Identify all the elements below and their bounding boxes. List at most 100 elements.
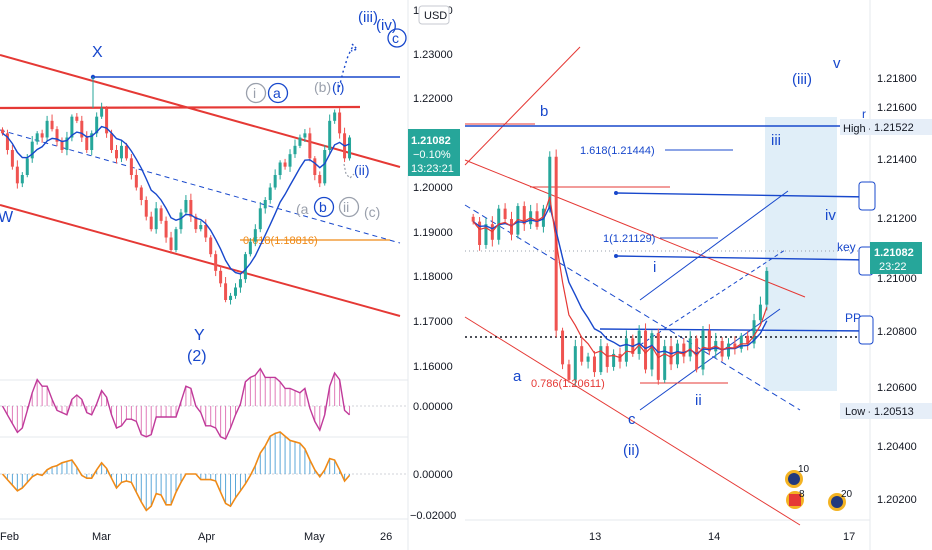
right-price-box	[870, 242, 922, 274]
right-x-axis: 13 14 17	[589, 531, 855, 543]
osc2-tick: 0.00000	[413, 469, 453, 481]
wave-a-circle	[267, 82, 289, 104]
left-ema-blue	[2, 125, 350, 275]
candle-bullish	[154, 208, 158, 230]
x-tick: 14	[708, 531, 720, 543]
candle-bullish	[752, 320, 756, 344]
candle-bearish	[189, 200, 193, 217]
r-wave-a: a	[513, 368, 522, 385]
event-flags[interactable]: 10 8 20	[785, 464, 853, 511]
us-flag-icon	[789, 494, 801, 506]
candle-bearish	[149, 216, 153, 230]
candle-bullish	[727, 343, 731, 357]
candle-bearish	[169, 237, 173, 250]
candle-bullish	[328, 120, 332, 150]
candle-bullish	[174, 229, 178, 250]
candle-bullish	[293, 145, 297, 155]
y-tick: 1.21600	[877, 102, 917, 114]
wave-i-circle	[245, 82, 267, 104]
candle-bearish	[85, 137, 89, 150]
event-flag-count: 20	[841, 489, 853, 500]
osc2-line	[1, 431, 351, 512]
x-tick: May	[304, 531, 325, 543]
blue-level-1	[615, 192, 871, 198]
wave-ii-circle	[338, 196, 360, 218]
candle-bearish	[707, 330, 711, 352]
r-wave-c: c	[628, 411, 636, 428]
candle-bullish	[348, 137, 352, 159]
candle-bearish	[746, 335, 750, 344]
candle-bearish	[194, 216, 198, 230]
candle-bearish	[219, 270, 223, 284]
candle-bearish	[224, 283, 228, 300]
event-flag-inner	[831, 496, 843, 508]
left-timer: 13:23:21	[411, 163, 454, 175]
candle-bullish	[184, 200, 188, 213]
y-tick: 1.20400	[877, 441, 917, 453]
candle-bullish	[739, 335, 743, 349]
red-diagonal-low	[464, 316, 801, 526]
candle-bearish	[318, 175, 322, 184]
candle-bullish	[95, 116, 99, 134]
wave-ii-small: ii	[343, 199, 349, 215]
candle-bullish	[100, 108, 104, 117]
candle-bearish	[338, 112, 342, 134]
candle-bullish	[586, 356, 590, 362]
wave-iv-top: (iv)	[376, 17, 397, 34]
currency-label: USD	[424, 10, 447, 22]
candle-bearish	[283, 162, 287, 167]
wave-y: Y	[194, 327, 205, 344]
wave-a-small: a	[273, 85, 281, 101]
left-price-box	[408, 129, 460, 176]
candle-bullish	[90, 133, 94, 150]
candle-bearish	[0, 129, 4, 134]
candle-bullish	[70, 116, 74, 138]
candle-bullish	[45, 120, 49, 138]
candle-bullish	[675, 343, 679, 365]
r-wave-ii: ii	[695, 392, 702, 409]
candle-bullish	[35, 133, 39, 142]
candle-bearish	[124, 145, 128, 159]
y-tick: 1.20800	[877, 326, 917, 338]
candle-bearish	[55, 129, 59, 142]
candle-bullish	[273, 175, 277, 188]
candle-bullish	[758, 304, 762, 321]
osc1-line	[1, 367, 350, 440]
candle-bullish	[229, 295, 233, 300]
x-tick: 17	[843, 531, 855, 543]
y-tick: 1.20000	[413, 182, 453, 194]
low-axis-label	[870, 403, 932, 419]
wave-i-paren: (i)	[332, 79, 344, 95]
candle-bearish	[522, 206, 526, 225]
right-timer: 23:22	[879, 261, 907, 273]
candle-bullish	[248, 241, 252, 255]
candle-bearish	[5, 133, 9, 150]
candle-bearish	[15, 166, 19, 184]
candle-bearish	[471, 216, 475, 222]
level-tag-1	[858, 181, 876, 211]
y-tick: 1.16000	[413, 361, 453, 373]
low-axis-price: 1.20513	[874, 406, 914, 418]
candle-bullish	[20, 175, 24, 184]
r-wave-iii-paren: (iii)	[792, 71, 812, 88]
candle-bearish	[164, 220, 168, 238]
blue-dashed-diagonal	[464, 204, 801, 411]
currency-badge[interactable]	[418, 5, 450, 25]
low-label-box	[840, 403, 870, 419]
left-chart: 0.618(1.18816) W X Y (2) (iii) (iv) c (b…	[0, 0, 460, 550]
fib-1618-label: 1.618(1.21444)	[580, 145, 655, 157]
y-tick: 1.21000	[877, 273, 917, 285]
resistance-line	[0, 105, 361, 110]
wave-b-gray: (b)	[314, 79, 331, 95]
candle-bullish	[233, 287, 237, 296]
red-diagonal-up	[464, 46, 581, 166]
candle-bearish	[682, 343, 686, 357]
candle-bearish	[308, 133, 312, 159]
candle-bearish	[105, 108, 109, 134]
candle-bearish	[478, 221, 482, 245]
r-wave-i: i	[653, 259, 656, 276]
right-ema-red	[472, 196, 768, 359]
candle-bullish	[688, 338, 692, 357]
fib-1-label: 1(1.21129)	[603, 233, 655, 245]
wave-a-paren-gray: (a	[296, 201, 309, 217]
